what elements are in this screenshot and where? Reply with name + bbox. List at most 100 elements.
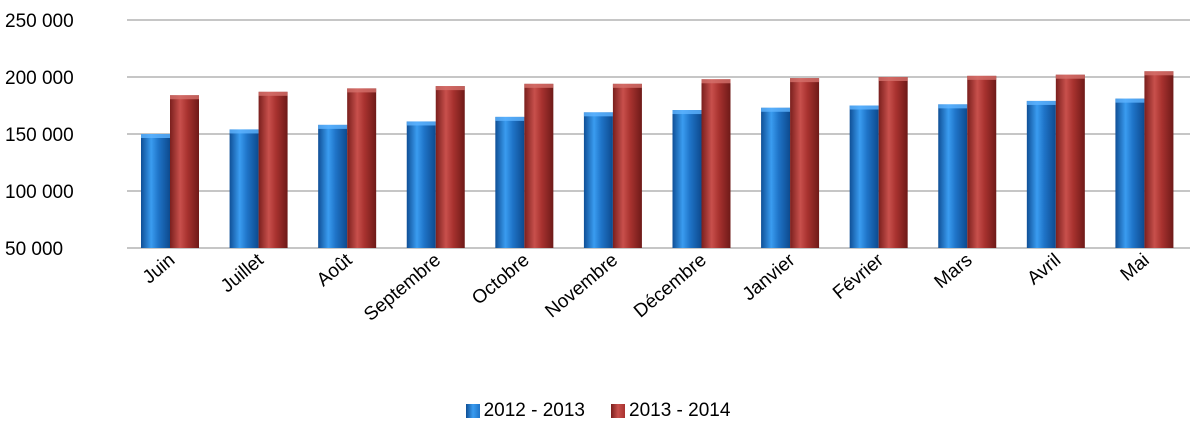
bar-body xyxy=(435,86,465,249)
bar-2-octobre xyxy=(524,83,554,248)
bar-1-octobre xyxy=(495,116,525,249)
bar-cap xyxy=(672,110,702,115)
bar-2-juillet xyxy=(258,91,288,248)
bar-2-février xyxy=(878,77,908,248)
bar-2-novembre xyxy=(612,83,642,248)
y-tick-label: 250 000 xyxy=(5,11,74,32)
y-tick-label: 150 000 xyxy=(5,125,74,146)
bar-2-avril xyxy=(1055,74,1085,248)
bar-body xyxy=(761,107,791,248)
bar-body xyxy=(938,104,968,248)
x-tick-label: Février xyxy=(829,249,888,304)
bar-body xyxy=(347,88,377,249)
bar-body xyxy=(612,83,642,248)
bar-body xyxy=(1115,98,1145,248)
bar-2-septembre xyxy=(435,86,465,249)
bar-cap xyxy=(849,105,879,110)
bar-cap xyxy=(612,83,642,88)
bar-1-août xyxy=(318,124,348,248)
bar-cap xyxy=(170,95,199,100)
x-axis: Juin Juillet Août Septembre Octobre Novembre D… xyxy=(139,249,1154,325)
x-tick-label: Janvier xyxy=(739,249,800,305)
bar-body xyxy=(967,75,997,248)
bar-cap xyxy=(878,77,908,81)
bar-cap xyxy=(967,75,997,80)
bar-body xyxy=(1026,100,1056,248)
bar-body xyxy=(258,91,288,248)
gridlines xyxy=(127,19,1190,249)
bar-1-mai xyxy=(1115,98,1145,248)
y-tick-label: 50 000 xyxy=(5,239,63,260)
bar-body xyxy=(849,105,879,248)
legend-label-series-2: 2013 - 2014 xyxy=(629,400,731,421)
bar-2-décembre xyxy=(701,79,731,248)
bar-cap xyxy=(435,86,465,91)
bar-cap xyxy=(1026,100,1056,105)
bar-body xyxy=(524,83,554,248)
bar-1-juin xyxy=(141,134,170,248)
x-tick-label: Novembre xyxy=(541,250,622,322)
x-tick-label: Décembre xyxy=(630,250,711,322)
x-tick-label: Juin xyxy=(139,250,179,288)
bar-cap xyxy=(495,116,525,121)
bar-1-avril xyxy=(1026,100,1056,248)
x-tick-label: Octobre xyxy=(468,250,533,310)
bars xyxy=(141,71,1174,249)
x-tick-label: Mars xyxy=(931,250,977,293)
bar-cap xyxy=(258,91,288,96)
bar-1-décembre xyxy=(672,110,702,248)
bar-2-juin xyxy=(170,95,199,249)
bar-body xyxy=(878,77,908,248)
bar-1-septembre xyxy=(406,121,436,248)
bar-2-janvier xyxy=(790,78,820,248)
legend-item-series-1: 2012 - 2013 xyxy=(465,400,585,422)
bar-cap xyxy=(406,121,436,126)
bar-1-juillet xyxy=(229,129,259,248)
bar-cap xyxy=(701,79,731,84)
bar-body xyxy=(229,129,259,248)
legend-swatch-series-2 xyxy=(611,404,625,418)
bar-body xyxy=(583,112,613,248)
bar-1-novembre xyxy=(583,112,613,248)
bar-body xyxy=(170,95,199,249)
bar-cap xyxy=(1115,98,1145,103)
bar-chart: 250 000 200 000 150 000 100 000 50 000 Juin J… xyxy=(5,11,1190,326)
bar-body xyxy=(672,110,702,248)
legend-label-series-1: 2012 - 2013 xyxy=(483,400,585,421)
bar-1-février xyxy=(849,105,879,248)
bar-body xyxy=(1055,74,1085,248)
bar-body xyxy=(790,78,820,248)
x-tick-label: Août xyxy=(313,249,357,291)
bar-2-mars xyxy=(967,75,997,248)
bar-cap xyxy=(583,112,613,117)
x-tick-label: Juillet xyxy=(217,249,268,297)
bar-2-août xyxy=(347,88,377,249)
bar-cap xyxy=(347,88,377,93)
bar-body xyxy=(1144,71,1174,248)
x-tick-label: Mai xyxy=(1117,250,1154,286)
bar-cap xyxy=(318,124,348,129)
bar-body xyxy=(406,121,436,248)
y-tick-label: 100 000 xyxy=(5,182,74,203)
bar-body xyxy=(495,116,525,249)
legend-item-series-2: 2013 - 2014 xyxy=(611,400,730,422)
bar-cap xyxy=(938,104,968,109)
bar-cap xyxy=(790,78,820,83)
legend: 2012 - 2013 2013 - 2014 xyxy=(0,400,1196,422)
bar-1-janvier xyxy=(761,107,791,248)
y-tick-label: 200 000 xyxy=(5,68,74,89)
y-axis: 250 000 200 000 150 000 100 000 50 000 xyxy=(5,11,74,260)
bar-body xyxy=(141,134,170,248)
bar-cap xyxy=(141,134,170,138)
bar-cap xyxy=(1144,71,1174,76)
bar-cap xyxy=(229,129,259,134)
bar-2-mai xyxy=(1144,71,1174,248)
x-tick-label: Avril xyxy=(1024,250,1066,290)
bar-1-mars xyxy=(938,104,968,248)
legend-swatch-series-1 xyxy=(465,404,480,418)
bar-cap xyxy=(524,83,554,88)
bar-cap xyxy=(1055,74,1085,79)
bar-body xyxy=(318,124,348,248)
bar-body xyxy=(701,79,731,248)
